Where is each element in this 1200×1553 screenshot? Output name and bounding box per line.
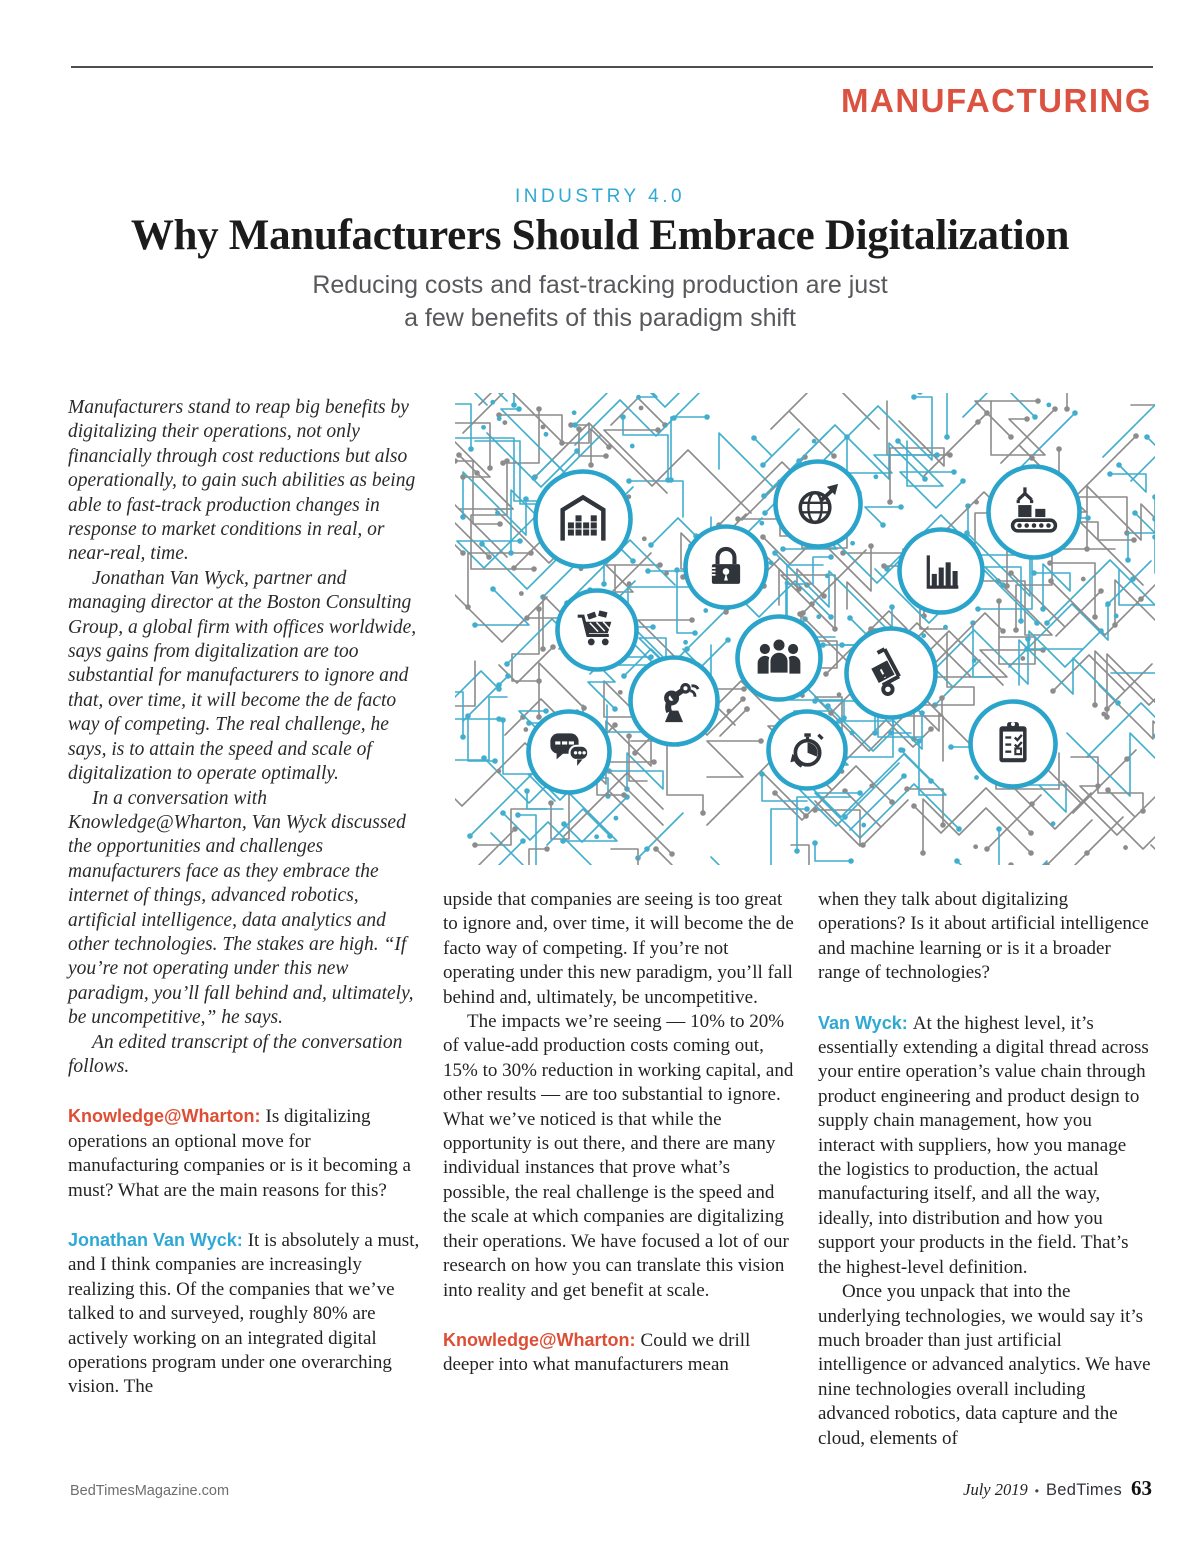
qa-paragraph: Knowledge@Wharton: Could we drill deeper… bbox=[443, 1329, 751, 1376]
speaker-label: Knowledge@Wharton: bbox=[443, 1329, 641, 1350]
column-left: Manufacturers stand to reap big benefits… bbox=[68, 396, 420, 1400]
page-footer: BedTimesMagazine.com July 2019 • BedTimes 6… bbox=[70, 1476, 1152, 1501]
team-people-icon bbox=[735, 614, 823, 702]
subtitle: Reducing costs and fast-tracking product… bbox=[0, 269, 1200, 335]
conveyor-production-icon bbox=[986, 464, 1082, 560]
paragraph: Jonathan Van Wyck, partner and managing … bbox=[68, 567, 417, 785]
warehouse-icon bbox=[533, 469, 633, 569]
paragraph: The impacts we’re seeing — 10% to 20% of… bbox=[443, 1011, 794, 1301]
paragraph: when they talk about digitalizing operat… bbox=[818, 889, 1149, 984]
footer-magazine-name: BedTimes bbox=[1045, 1481, 1122, 1499]
column-middle: upside that companies are seeing is too … bbox=[443, 888, 795, 1378]
icon-badge bbox=[533, 469, 633, 569]
bar-chart-analytics-icon bbox=[897, 527, 985, 615]
paragraph: upside that companies are seeing is too … bbox=[443, 889, 794, 1008]
section-label: MANUFACTURING bbox=[841, 82, 1152, 119]
shopping-cart-icon bbox=[555, 588, 639, 672]
paragraph: An edited transcript of the conversation… bbox=[68, 1031, 403, 1077]
circuit-illustration bbox=[455, 393, 1155, 865]
circuit-board-graphic bbox=[455, 393, 1155, 865]
stopwatch-speed-icon bbox=[766, 709, 848, 791]
footer-issue-date: July 2019 bbox=[963, 1480, 1028, 1499]
subtitle-line-2: a few benefits of this paradigm shift bbox=[404, 304, 796, 332]
icon-badge bbox=[766, 709, 848, 791]
footer-folio: July 2019 • BedTimes 63 bbox=[963, 1476, 1152, 1501]
speaker-label: Van Wyck: bbox=[818, 1012, 913, 1033]
kicker: INDUSTRY 4.0 bbox=[514, 186, 686, 207]
column-right: when they talk about digitalizing operat… bbox=[818, 888, 1152, 1451]
paragraph: In a conversation with Knowledge@Wharton… bbox=[68, 787, 414, 1029]
robot-arm-icon bbox=[628, 655, 720, 747]
clipboard-checklist-icon bbox=[968, 699, 1058, 789]
padlock-security-icon bbox=[683, 524, 769, 610]
top-rule bbox=[71, 66, 1153, 68]
icon-badge bbox=[986, 464, 1082, 560]
subtitle-line-1: Reducing costs and fast-tracking product… bbox=[312, 271, 888, 299]
hand-truck-delivery-icon bbox=[844, 626, 938, 720]
chat-bubbles-icon bbox=[526, 709, 612, 795]
footer-separator: • bbox=[1034, 1484, 1039, 1498]
qa-paragraph: Van Wyck: At the highest level, it’s ess… bbox=[818, 1012, 1149, 1278]
speaker-label: Knowledge@Wharton: bbox=[68, 1106, 266, 1127]
paragraph: Manufacturers stand to reap big benefits… bbox=[68, 397, 416, 565]
qa-paragraph: Jonathan Van Wyck: It is absolutely a mu… bbox=[68, 1230, 420, 1398]
paragraph: Once you unpack that into the underlying… bbox=[818, 1281, 1151, 1449]
globe-network-icon bbox=[773, 459, 863, 549]
page-title: Why Manufacturers Should Embrace Digital… bbox=[130, 212, 1070, 259]
speaker-label: Jonathan Van Wyck: bbox=[68, 1230, 248, 1250]
footer-website: BedTimesMagazine.com bbox=[70, 1483, 230, 1499]
footer-page-number: 63 bbox=[1131, 1476, 1152, 1500]
qa-paragraph: Knowledge@Wharton: Is digitalizing opera… bbox=[68, 1106, 411, 1201]
